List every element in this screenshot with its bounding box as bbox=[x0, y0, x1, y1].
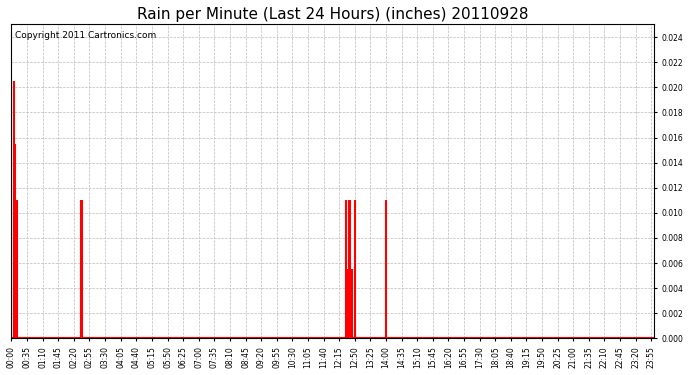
Title: Rain per Minute (Last 24 Hours) (inches) 20110928: Rain per Minute (Last 24 Hours) (inches)… bbox=[137, 7, 529, 22]
Text: Copyright 2011 Cartronics.com: Copyright 2011 Cartronics.com bbox=[14, 31, 156, 40]
